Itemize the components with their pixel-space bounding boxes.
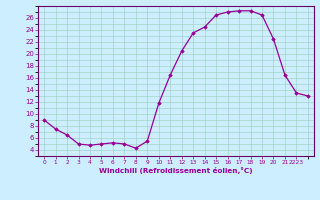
X-axis label: Windchill (Refroidissement éolien,°C): Windchill (Refroidissement éolien,°C)	[99, 167, 253, 174]
